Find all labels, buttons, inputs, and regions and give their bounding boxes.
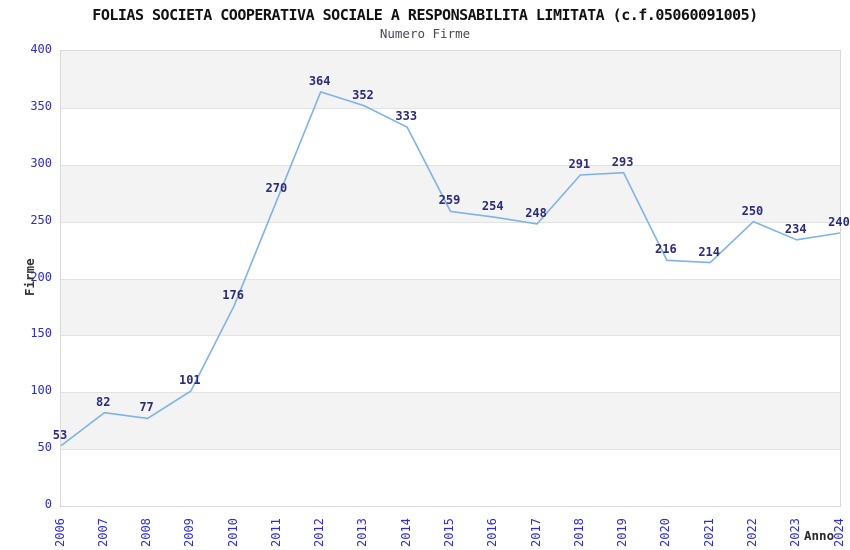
- x-tick-label: 2016: [485, 518, 500, 547]
- x-tick-label: 2023: [788, 518, 803, 547]
- data-point-label: 176: [222, 287, 244, 302]
- data-point-label: 53: [52, 427, 68, 442]
- plot-area: [60, 50, 841, 507]
- y-tick-label: 0: [44, 497, 52, 511]
- grid-band: [61, 221, 840, 279]
- y-tick-label: 300: [30, 155, 52, 170]
- x-tick-label: 2018: [571, 518, 586, 547]
- x-tick-label: 2019: [615, 518, 630, 547]
- y-tick-label: 150: [30, 326, 52, 341]
- chart-title: FOLIAS SOCIETA COOPERATIVA SOCIALE A RES…: [92, 6, 758, 24]
- x-tick-label: 2014: [398, 518, 413, 547]
- y-tick-label: 100: [30, 383, 52, 398]
- grid-line: [61, 278, 840, 280]
- data-point-label: 352: [352, 87, 374, 102]
- x-tick-label: 2007: [95, 518, 110, 547]
- x-tick-label: 2015: [442, 518, 456, 547]
- x-tick-label: 2013: [355, 518, 370, 547]
- data-point-label: 270: [265, 180, 288, 195]
- y-tick-label: 350: [30, 98, 52, 113]
- data-point-label: 291: [568, 156, 591, 171]
- data-point-label: 293: [611, 154, 634, 169]
- data-point-label: 254: [481, 199, 504, 214]
- grid-line: [61, 221, 840, 223]
- data-point-label: 250: [741, 203, 764, 218]
- y-tick-label: 400: [30, 42, 52, 56]
- data-point-label: 216: [655, 242, 677, 257]
- data-point-label: 259: [438, 193, 461, 208]
- grid-band: [61, 335, 840, 393]
- y-tick-label: 50: [37, 440, 52, 455]
- x-tick-label: 2009: [182, 518, 197, 547]
- series-line: [61, 91, 840, 447]
- x-tick-label: 2011: [268, 518, 283, 547]
- x-tick-label: 2012: [312, 518, 327, 547]
- x-tick-label: 2021: [701, 518, 716, 547]
- data-point-label: 248: [525, 205, 547, 220]
- data-point-label: 77: [139, 400, 154, 415]
- grid-line: [61, 107, 840, 109]
- grid-line: [61, 392, 840, 394]
- data-point-label: 240: [828, 215, 850, 229]
- grid-band: [61, 278, 840, 336]
- grid-band: [61, 392, 840, 450]
- y-tick-label: 200: [30, 269, 52, 284]
- data-point-label: 82: [96, 394, 111, 409]
- data-point-label: 364: [308, 73, 331, 88]
- grid-line: [61, 164, 840, 166]
- x-tick-label: 2020: [658, 518, 673, 547]
- grid-line: [61, 335, 840, 337]
- grid-band: [61, 51, 840, 108]
- x-tick-label: 2017: [528, 518, 543, 547]
- y-tick-label: 250: [30, 212, 52, 227]
- grid-band: [61, 449, 840, 506]
- y-axis-title: Firme: [22, 258, 37, 296]
- x-tick-label: 2006: [52, 518, 67, 547]
- x-tick-label: 2010: [225, 518, 240, 547]
- x-tick-label: 2008: [139, 518, 154, 547]
- grid-band: [61, 107, 840, 165]
- data-point-label: 234: [784, 221, 807, 236]
- data-point-label: 333: [395, 109, 418, 124]
- data-point-label: 101: [178, 373, 201, 388]
- x-tick-label: 2022: [744, 518, 759, 547]
- data-point-label: 214: [698, 244, 720, 259]
- grid-line: [61, 449, 840, 451]
- x-axis-title: Anno: [804, 528, 835, 543]
- chart-subtitle: Numero Firme: [379, 26, 471, 41]
